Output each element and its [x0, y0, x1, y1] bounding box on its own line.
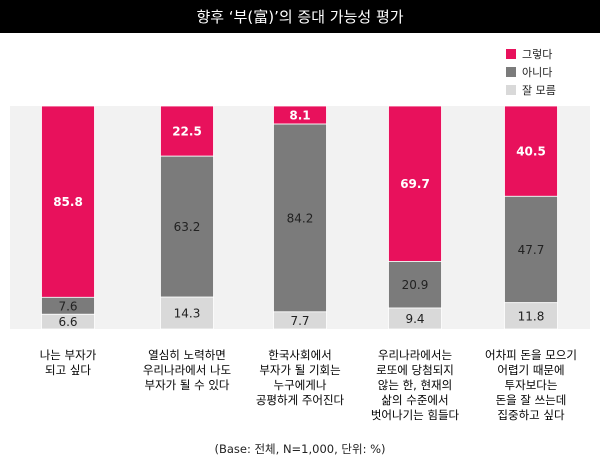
bar-segment-5-3 [504, 302, 558, 330]
legend-swatch-1 [506, 49, 516, 59]
bar-value-label-5-1: 40.5 [516, 145, 546, 159]
bar-value-label-1-1: 85.8 [53, 195, 83, 209]
category-label-4-line-5: 벗어나기는 힘들다 [371, 408, 460, 422]
bar-segment-4-3 [388, 307, 442, 330]
category-label-3-line-3: 누구에게나 [274, 378, 327, 392]
category-label-5-line-1: 어차피 돈을 모으기 [485, 348, 577, 362]
chart-title: 향후 ‘부(富)’의 증대 가능성 평가 [196, 8, 404, 26]
bar-value-label-1-3: 6.6 [58, 315, 77, 329]
bar-value-label-2-1: 22.5 [172, 125, 202, 139]
category-label-2-line-1: 열심히 노력하면 [148, 348, 226, 362]
bar-value-label-4-1: 69.7 [400, 177, 430, 191]
bar-segment-4-1 [388, 105, 442, 262]
legend-label-1: 그렇다 [522, 48, 552, 61]
bar-value-label-3-1: 8.1 [289, 109, 310, 123]
bar-segment-3-3 [273, 311, 327, 330]
category-label-5-line-2: 어렵기 때문에 [497, 363, 564, 377]
bar-value-label-2-3: 14.3 [174, 307, 201, 321]
category-label-4-line-4: 삶의 수준에서 [381, 393, 448, 407]
bar-segment-2-2 [160, 155, 214, 298]
legend-label-3: 잘 모름 [522, 84, 556, 97]
category-label-4-line-2: 로또에 당첨되지 [376, 363, 454, 377]
bar-segment-4-2 [388, 261, 442, 309]
category-label-5-line-5: 집중하고 싶다 [497, 408, 565, 422]
bar-segment-5-2 [504, 195, 558, 304]
bar-value-label-2-2: 63.2 [174, 220, 201, 234]
bar-value-label-4-3: 9.4 [405, 312, 424, 326]
bars-group: 85.8 7.6 6.6 22.5 63.2 14.3 8.1 84.2 7.7 69.7 20.9… [41, 105, 558, 330]
category-label-5-line-4: 돈을 잘 쓰는데 [496, 393, 567, 407]
category-label-2-line-2: 우리나라에서 나도 [143, 363, 231, 377]
category-label-1-line-2: 되고 싶다 [45, 363, 91, 377]
category-label-4-line-3: 않는 한, 현재의 [378, 378, 452, 392]
bar-segment-5-1 [504, 105, 558, 197]
legend-swatch-2 [506, 67, 516, 77]
category-label-1-line-1: 나는 부자가 [40, 348, 97, 362]
footnote: (Base: 전체, N=1,000, 단위: %) [214, 442, 385, 456]
bar-value-label-5-3: 11.8 [518, 309, 545, 323]
category-label-2-line-3: 부자가 될 수 있다 [144, 378, 229, 392]
bar-value-label-4-2: 20.9 [402, 278, 429, 292]
legend-label-2: 아니다 [522, 66, 552, 79]
bar-segment-1-1 [41, 105, 95, 298]
legend-swatch-3 [506, 85, 516, 95]
bar-segment-3-2 [273, 123, 327, 313]
bar-value-label-5-2: 47.7 [518, 243, 545, 257]
category-label-5-line-3: 투자보다는 [505, 378, 558, 392]
bar-value-label-3-3: 7.7 [290, 314, 309, 328]
bar-segment-2-3 [160, 296, 214, 330]
category-label-4-line-1: 우리나라에서는 [378, 348, 452, 362]
bar-segment-1-3 [41, 313, 95, 330]
chart-title-bar: 향후 ‘부(富)’의 증대 가능성 평가 [0, 0, 600, 33]
category-label-3-line-1: 한국사회에서 [268, 348, 331, 362]
bar-value-label-3-2: 84.2 [287, 211, 314, 225]
bar-value-label-1-2: 7.6 [58, 299, 77, 313]
bar-segment-2-1 [160, 105, 214, 157]
category-label-3-line-2: 부자가 될 기회는 [259, 363, 340, 377]
category-label-3-line-4: 공평하게 주어진다 [256, 393, 345, 407]
